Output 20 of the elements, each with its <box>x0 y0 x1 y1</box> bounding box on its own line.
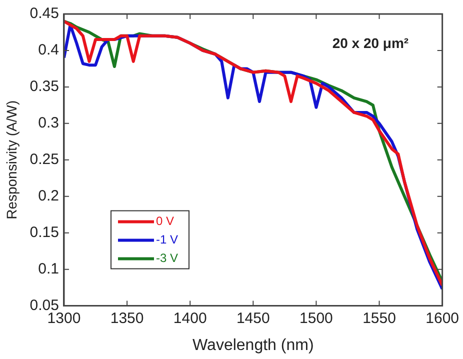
x-tick-label: 1400 <box>173 310 207 327</box>
legend-label: 0 V <box>156 214 174 228</box>
y-tick-label: 0.2 <box>38 188 59 205</box>
legend-label: -3 V <box>156 251 178 266</box>
x-tick-label: 1600 <box>426 310 460 327</box>
x-tick-label: 1450 <box>236 310 270 327</box>
x-tick-label: 1500 <box>300 310 333 327</box>
y-tick-label: 0.25 <box>30 151 59 168</box>
x-tick-label: 1550 <box>362 310 396 327</box>
y-tick-label: 0.1 <box>38 260 59 278</box>
y-axis-title: Responsivity (A/W) <box>3 100 20 220</box>
y-tick-label: 0.3 <box>38 114 59 132</box>
y-tick-label: 0.4 <box>38 42 59 59</box>
y-tick-label: 0.35 <box>30 78 59 96</box>
x-axis-title: Wavelength (nm) <box>192 336 314 354</box>
y-tick-label: 0.15 <box>30 224 59 241</box>
annotation: 20 x 20 μm² <box>332 35 409 51</box>
legend-label: -1 V <box>156 232 178 247</box>
x-tick-label: 1350 <box>110 310 144 327</box>
y-tick-label: 0.45 <box>30 5 59 22</box>
